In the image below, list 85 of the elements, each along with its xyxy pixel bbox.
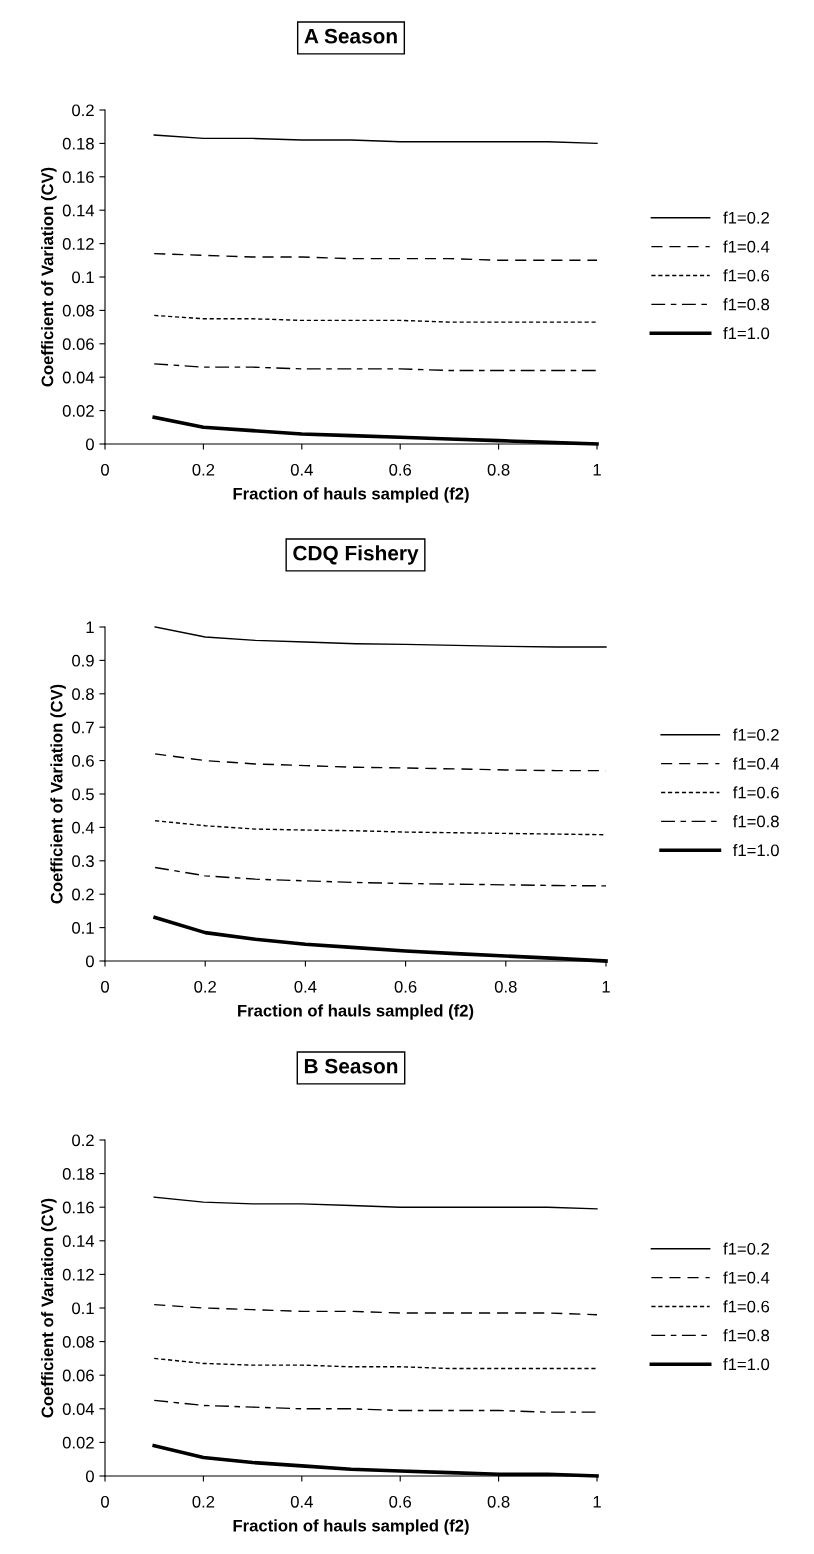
y-tick-label: 0.7: [72, 721, 94, 734]
legend-label: f1=1.0: [723, 1357, 770, 1371]
x-tick-label: 0.8: [487, 1495, 510, 1508]
y-tick-label: 0.4: [72, 821, 95, 834]
y-tick-label: 0.3: [72, 855, 94, 867]
x-tick-label: 1: [602, 981, 610, 993]
x-tick-label: 0.2: [192, 1495, 215, 1508]
line-series: [153, 1399, 598, 1413]
legend-label: f1=0.4: [732, 757, 780, 770]
y-axis-title: Coefficient of Variation (CV): [50, 684, 66, 904]
y-tick-label: 0.16: [62, 171, 94, 183]
legend-label: f1=0.8: [732, 815, 779, 828]
y-tick-label: 0.06: [62, 338, 94, 350]
line-series: [153, 363, 598, 372]
y-tick-label: 0.04: [62, 1403, 95, 1415]
y-tick-label: 0.6: [72, 755, 94, 767]
y-tick-label: 0.1: [72, 1302, 94, 1315]
x-axis-title: Fraction of hauls sampled (f2): [233, 1519, 469, 1535]
y-tick-label: 0.06: [62, 1369, 94, 1382]
legend-label: f1=0.6: [732, 786, 779, 799]
x-tick-label: 1: [593, 1496, 601, 1508]
chart-title: A Season: [304, 28, 397, 44]
y-tick-label: 0.02: [62, 405, 94, 417]
x-tick-label: 0.6: [394, 980, 417, 993]
x-tick-label: 0: [101, 1495, 109, 1508]
line-series: [153, 1303, 598, 1316]
y-tick-label: 0.2: [72, 888, 94, 901]
x-tick-label: 0.4: [294, 980, 317, 993]
line-series: [153, 1196, 598, 1210]
x-tick-label: 0.4: [290, 463, 313, 476]
x-tick-label: 0.4: [290, 1495, 313, 1508]
y-tick-label: 0.1: [72, 922, 94, 934]
y-tick-label: 0.12: [62, 238, 94, 250]
x-axis-title: Fraction of hauls sampled (f2): [233, 487, 469, 503]
y-tick-label: 1: [86, 621, 94, 634]
legend-label: f1=0.2: [723, 211, 769, 224]
y-tick-label: 0: [85, 955, 94, 968]
chart-title: B Season: [304, 1058, 398, 1074]
line-series: [153, 134, 598, 145]
y-tick-label: 0.18: [62, 137, 94, 150]
x-tick-label: 0: [101, 463, 109, 476]
y-tick-label: 0.5: [72, 788, 94, 801]
y-tick-label: 0.2: [72, 1134, 94, 1147]
legend-label: f1=0.6: [723, 1300, 770, 1313]
legend-label: f1=0.2: [732, 728, 779, 741]
legend-label: f1=1.0: [723, 326, 770, 340]
y-tick-label: 0: [85, 1470, 94, 1483]
line-series: [154, 626, 607, 648]
legend-label: f1=0.8: [723, 298, 770, 311]
y-axis-title: Coefficient of Variation (CV): [41, 167, 57, 387]
y-tick-label: 0.18: [62, 1168, 94, 1180]
y-tick-label: 0.9: [72, 654, 94, 667]
x-tick-label: 0: [101, 980, 109, 993]
line-series: [153, 1357, 598, 1370]
legend-label: f1=0.8: [723, 1329, 770, 1342]
y-axis-title: Coefficient of Variation (CV): [41, 1198, 57, 1418]
y-tick-label: 0.08: [62, 304, 94, 317]
legend-label: f1=0.4: [723, 1271, 770, 1284]
y-tick-label: 0.14: [62, 204, 95, 217]
x-tick-label: 0.8: [494, 980, 517, 993]
legend-label: f1=0.2: [723, 1242, 769, 1255]
y-tick-label: 0.8: [72, 688, 94, 700]
y-tick-label: 0: [85, 438, 94, 451]
x-tick-label: 1: [593, 464, 601, 476]
x-axis-title: Fraction of hauls sampled (f2): [238, 1004, 474, 1020]
x-tick-label: 0.6: [389, 1495, 412, 1508]
x-tick-label: 0.6: [389, 463, 412, 476]
x-tick-label: 0.2: [194, 980, 216, 993]
line-series: [153, 314, 598, 323]
line-series: [153, 252, 598, 261]
y-tick-label: 0.02: [62, 1436, 94, 1449]
line-series: [154, 866, 607, 887]
x-tick-label: 0.2: [192, 463, 215, 476]
legend-label: f1=0.6: [723, 269, 770, 282]
legend-label: f1=1.0: [732, 843, 779, 857]
y-tick-label: 0.1: [72, 271, 94, 284]
y-tick-label: 0.12: [62, 1268, 94, 1281]
y-tick-label: 0.08: [62, 1336, 94, 1348]
y-tick-label: 0.04: [62, 371, 95, 384]
y-tick-label: 0.16: [62, 1201, 94, 1214]
y-tick-label: 0.14: [62, 1235, 95, 1247]
y-tick-label: 0.2: [72, 104, 94, 117]
chart-title: CDQ Fishery: [293, 545, 419, 565]
x-tick-label: 0.8: [487, 463, 510, 476]
legend-label: f1=0.4: [723, 240, 770, 253]
